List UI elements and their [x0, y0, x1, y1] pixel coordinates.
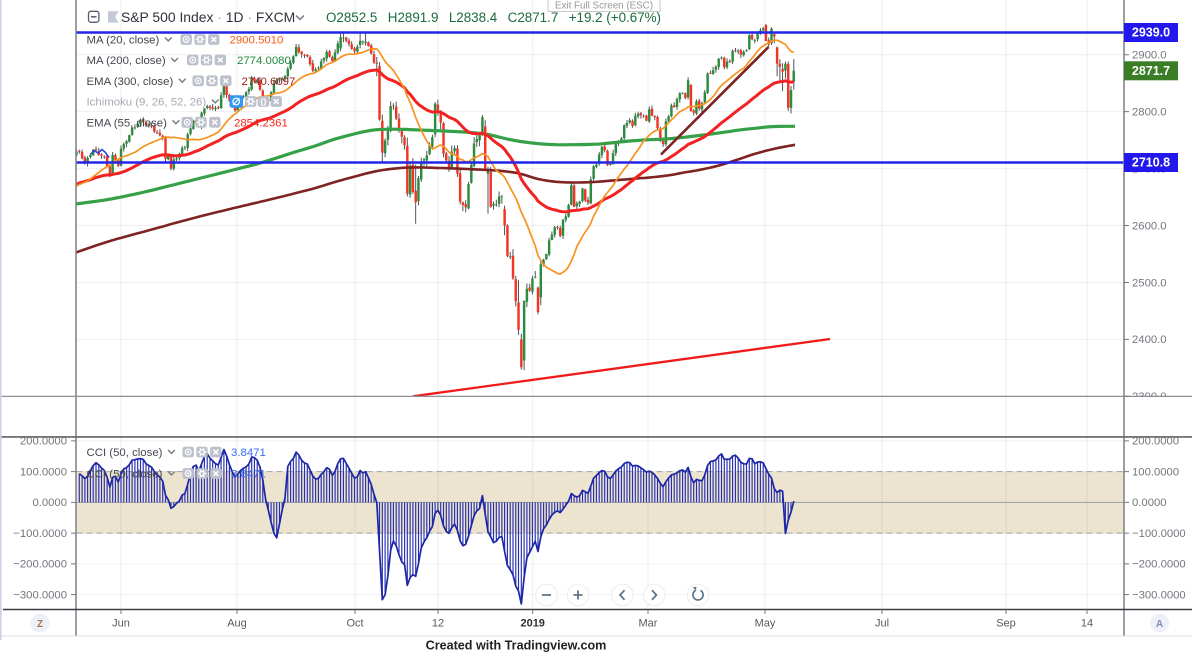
svg-text:200.0000: 200.0000	[20, 436, 67, 448]
svg-text:2939.0: 2939.0	[1132, 26, 1170, 40]
svg-text:100.0000: 100.0000	[1132, 466, 1179, 478]
svg-text:−200.0000: −200.0000	[13, 559, 67, 571]
svg-text:2500.0: 2500.0	[1132, 277, 1167, 289]
svg-text:Mar: Mar	[639, 618, 658, 630]
svg-text:Jul: Jul	[875, 618, 889, 630]
svg-text:O2852.5 H2891.9 L2838.4 C28: O2852.5 H2891.9 L2838.4 C2871.7 +19.2 (+…	[326, 10, 661, 25]
svg-text:Sep: Sep	[996, 618, 1016, 630]
svg-text:CCI (50, close): CCI (50, close)	[87, 447, 163, 459]
svg-text:2400.0: 2400.0	[1132, 334, 1167, 346]
svg-text:2019: 2019	[520, 618, 544, 630]
svg-text:EMA (300, close): EMA (300, close)	[87, 76, 174, 88]
svg-text:0.0000: 0.0000	[32, 497, 67, 509]
svg-text:2900.5010: 2900.5010	[230, 35, 284, 47]
svg-text:−100.0000: −100.0000	[13, 528, 67, 540]
svg-text:12: 12	[432, 618, 444, 630]
svg-text:3.8471: 3.8471	[231, 447, 266, 459]
svg-text:Z: Z	[37, 619, 43, 630]
svg-text:MA (200, close): MA (200, close)	[87, 55, 166, 67]
svg-text:Oct: Oct	[346, 618, 363, 630]
svg-text:2774.0080: 2774.0080	[237, 55, 291, 67]
svg-text:−100.0000: −100.0000	[1132, 528, 1186, 540]
svg-text:2871.7: 2871.7	[1132, 64, 1170, 78]
svg-text:2300.0: 2300.0	[1132, 391, 1167, 403]
svg-text:May: May	[755, 618, 776, 630]
svg-text:Exit Full Screen (ESC): Exit Full Screen (ESC)	[555, 1, 653, 12]
svg-text:3.8471: 3.8471	[231, 469, 266, 481]
svg-text:2854.2361: 2854.2361	[234, 117, 288, 129]
svg-text:2800.0: 2800.0	[1132, 106, 1167, 118]
svg-text:−200.0000: −200.0000	[1132, 559, 1186, 571]
svg-text:−300.0000: −300.0000	[13, 589, 67, 601]
svg-text:Aug: Aug	[227, 618, 247, 630]
svg-text:14: 14	[1081, 618, 1093, 630]
svg-text:2740.6097: 2740.6097	[242, 76, 296, 88]
svg-text:S&P 500 Index · 1D · FXCM: S&P 500 Index · 1D · FXCM	[121, 9, 295, 25]
svg-text:Created with Tradingview.com: Created with Tradingview.com	[426, 639, 607, 653]
svg-text:Jun: Jun	[112, 618, 130, 630]
svg-text:2900.0: 2900.0	[1132, 50, 1167, 62]
svg-text:−300.0000: −300.0000	[1132, 589, 1186, 601]
svg-text:Ichimoku (9, 26, 52, 26): Ichimoku (9, 26, 52, 26)	[87, 97, 207, 109]
svg-text:{}: {}	[260, 96, 267, 106]
svg-text:MA (20, close): MA (20, close)	[87, 35, 160, 47]
svg-text:2600.0: 2600.0	[1132, 220, 1167, 232]
svg-text:100.0000: 100.0000	[20, 466, 67, 478]
svg-text:2710.8: 2710.8	[1132, 156, 1170, 170]
svg-text:CCI (50, close): CCI (50, close)	[87, 469, 163, 481]
svg-text:EMA (55, close): EMA (55, close)	[87, 117, 168, 129]
svg-text:A: A	[1156, 619, 1163, 630]
svg-text:200.0000: 200.0000	[1132, 436, 1179, 448]
svg-text:0.0000: 0.0000	[1132, 497, 1167, 509]
